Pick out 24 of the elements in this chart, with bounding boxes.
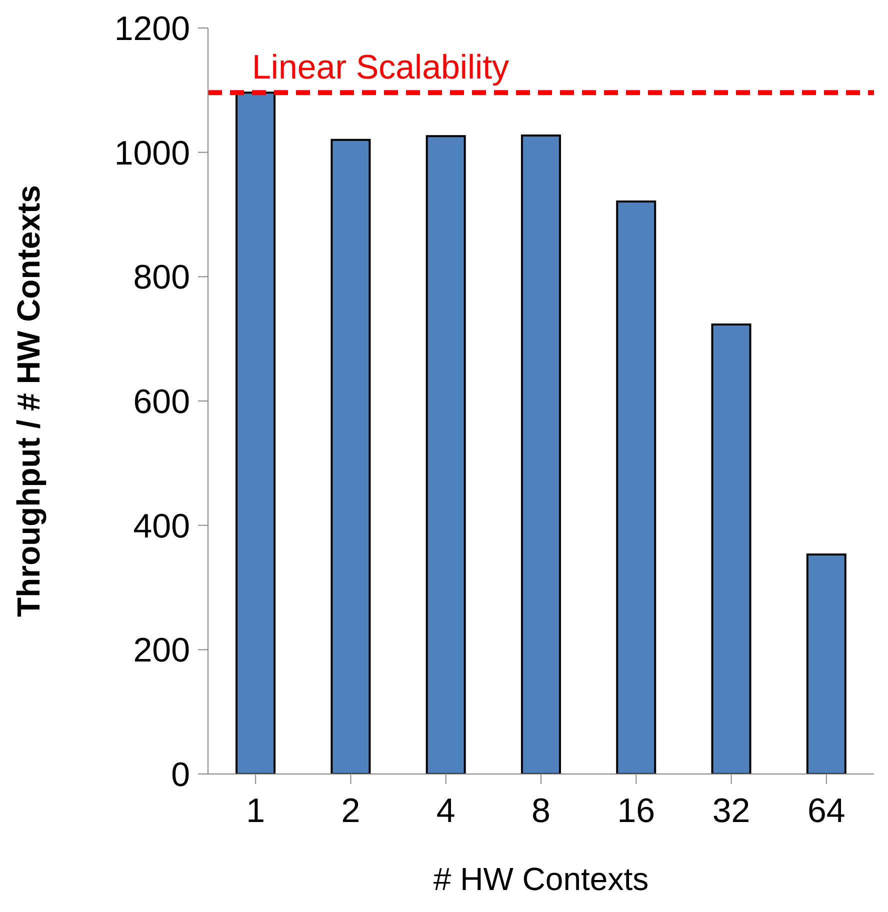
y-tick-label: 600 xyxy=(133,383,190,422)
bar xyxy=(520,134,561,774)
x-tick-label: 64 xyxy=(808,792,846,830)
y-tick-label: 200 xyxy=(133,632,190,670)
x-tick-label: 8 xyxy=(532,792,550,830)
x-tick-label: 1 xyxy=(246,792,266,830)
x-tick-label: 4 xyxy=(436,792,456,830)
ref-line-label: Linear Scalability xyxy=(252,48,510,87)
bar xyxy=(236,92,276,774)
bar xyxy=(426,135,466,774)
bar xyxy=(711,324,752,774)
bar xyxy=(806,554,846,774)
bar xyxy=(330,138,371,774)
x-tick-label: 2 xyxy=(341,792,360,830)
x-tick-label: 32 xyxy=(712,792,750,830)
x-tick-label: 16 xyxy=(617,792,656,830)
y-tick-label: 400 xyxy=(133,507,190,546)
y-tick-label: 800 xyxy=(133,258,190,297)
y-tick-label: 1000 xyxy=(114,134,190,172)
y-axis-title: Throughput / # HW Contexts xyxy=(10,185,46,617)
bar xyxy=(616,200,656,774)
y-tick-label: 1200 xyxy=(114,10,190,48)
y-tick-label: 0 xyxy=(171,756,190,794)
x-axis-title: # HW Contexts xyxy=(433,861,649,897)
